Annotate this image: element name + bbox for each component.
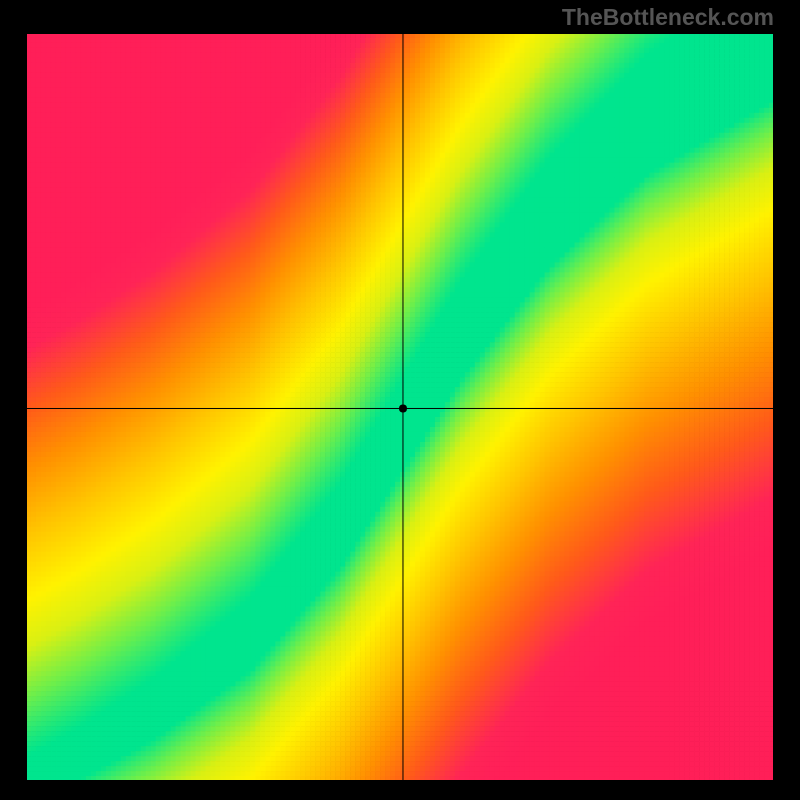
- bottleneck-heatmap: [0, 0, 800, 800]
- watermark-text: TheBottleneck.com: [562, 4, 774, 31]
- chart-container: TheBottleneck.com: [0, 0, 800, 800]
